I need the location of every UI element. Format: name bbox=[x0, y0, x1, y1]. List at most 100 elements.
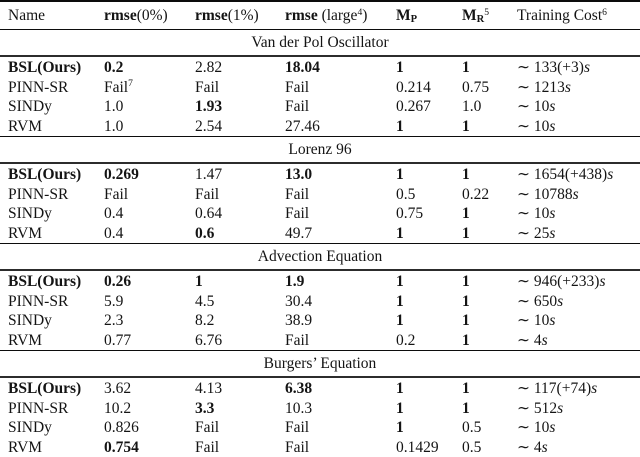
table-row: RVM 1.0 2.54 27.46 1 1 ∼ 10s bbox=[0, 116, 640, 137]
cell-method: SINDy bbox=[8, 312, 52, 329]
cell-rmse-0: 5.9 bbox=[104, 292, 124, 310]
table-row: PINN-SR Fail7 Fail Fail 0.214 0.75 ∼ 121… bbox=[0, 78, 640, 98]
cell-rmse-large: 1.9 bbox=[285, 273, 305, 290]
cell-rmse-1: Fail bbox=[195, 438, 220, 456]
cell-mr: 1 bbox=[462, 273, 470, 290]
col-header-label: rmse bbox=[195, 7, 228, 24]
cell-rmse-1: 8.2 bbox=[195, 312, 215, 329]
cell-rmse-1: Fail bbox=[195, 419, 220, 436]
cell-rmse-1: 1.47 bbox=[195, 166, 223, 183]
cell-rmse-1: 6.76 bbox=[195, 330, 285, 351]
table-row: BSL(Ours) 0.2 2.82 18.04 1 1 ∼ 133(+3)s bbox=[0, 56, 640, 78]
col-header-rmse-0: rmse(0%) bbox=[104, 1, 195, 30]
table-row: RVM 0.754 Fail Fail 0.1429 0.5 ∼ 4s bbox=[0, 438, 640, 457]
table-row: PINN-SR 5.9 4.5 30.4 1 1 ∼ 650s bbox=[0, 292, 640, 312]
cell-mr: 1 bbox=[462, 166, 470, 183]
footnote-marker: 5 bbox=[484, 6, 490, 18]
table-row: BSL(Ours) 0.269 1.47 13.0 1 1 ∼ 1654(+43… bbox=[0, 163, 640, 185]
cell-mr: 1 bbox=[462, 399, 470, 417]
cell-mr: 1 bbox=[462, 116, 517, 137]
cell-rmse-large: 38.9 bbox=[285, 312, 313, 329]
cell-mr: 1 bbox=[462, 292, 470, 310]
col-header-training-cost: Training Cost6 bbox=[517, 1, 640, 30]
cell-rmse-large: Fail bbox=[285, 78, 310, 96]
footnote-marker: 4 bbox=[357, 6, 363, 18]
section-title: Advection Equation bbox=[0, 243, 640, 271]
footnote-marker: 6 bbox=[602, 6, 607, 18]
cell-method: BSL(Ours) bbox=[8, 380, 82, 397]
cell-mr: 1 bbox=[462, 330, 517, 351]
section-title: Van der Pol Oscillator bbox=[0, 29, 640, 57]
cell-method: SINDy bbox=[8, 419, 52, 436]
cell-rmse-large: 10.3 bbox=[285, 399, 313, 417]
cell-mp: 1 bbox=[396, 273, 404, 290]
section-title: Burgers’ Equation bbox=[0, 350, 640, 378]
cell-rmse-0: 3.62 bbox=[104, 380, 132, 397]
cell-rmse-1: 0.6 bbox=[195, 223, 285, 244]
table-row: SINDy 0.4 0.64 Fail 0.75 1 ∼ 10s bbox=[0, 204, 640, 224]
section-title-row: Advection Equation bbox=[0, 243, 640, 271]
cell-mp: 1 bbox=[396, 292, 404, 310]
cell-mr: 1 bbox=[462, 59, 470, 76]
cell-method: RVM bbox=[0, 116, 104, 137]
footnote-marker: 7 bbox=[128, 78, 133, 90]
cell-rmse-1: 1.93 bbox=[195, 98, 223, 115]
cell-rmse-large: Fail bbox=[285, 205, 310, 222]
cell-mp: 0.5 bbox=[396, 185, 416, 203]
cell-training-cost: ∼ 10s bbox=[517, 419, 556, 436]
cell-mr: 0.22 bbox=[462, 185, 490, 203]
cell-rmse-0: 0.826 bbox=[104, 419, 139, 436]
cell-mp: 0.75 bbox=[396, 205, 424, 222]
cell-rmse-1: Fail bbox=[195, 78, 220, 96]
section-title-row: Lorenz 96 bbox=[0, 136, 640, 164]
cell-method: RVM bbox=[0, 223, 104, 244]
table-row: PINN-SR 10.2 3.3 10.3 1 1 ∼ 512s bbox=[0, 399, 640, 419]
cell-mr: 1 bbox=[462, 205, 470, 222]
cell-mp: 1 bbox=[396, 419, 404, 436]
cell-mr: 1 bbox=[462, 223, 517, 244]
cell-training-cost: ∼ 4s bbox=[517, 438, 548, 456]
table-row: SINDy 1.0 1.93 Fail 0.267 1.0 ∼ 10s bbox=[0, 97, 640, 117]
cell-training-cost: ∼ 650s bbox=[517, 292, 564, 310]
table-row: BSL(Ours) 0.26 1 1.9 1 1 ∼ 946(+233)s bbox=[0, 270, 640, 292]
cell-method: SINDy bbox=[8, 205, 52, 222]
cell-mp: 1 bbox=[396, 380, 404, 397]
cell-rmse-0: 0.77 bbox=[104, 330, 195, 351]
section-title-row: Burgers’ Equation bbox=[0, 350, 640, 378]
cell-method: PINN-SR bbox=[8, 185, 69, 203]
cell-rmse-1: 0.64 bbox=[195, 205, 223, 222]
cell-mp: 0.214 bbox=[396, 78, 431, 96]
col-header-name: Name bbox=[0, 1, 104, 30]
col-header-rmse-1: rmse(1%) bbox=[195, 1, 285, 30]
cell-rmse-large: Fail bbox=[285, 185, 310, 203]
cell-rmse-large: 27.46 bbox=[285, 116, 396, 137]
cell-mr: 1.0 bbox=[462, 98, 482, 115]
cell-rmse-0: Fail7 bbox=[104, 78, 133, 96]
cell-rmse-0: 10.2 bbox=[104, 399, 132, 417]
cell-training-cost: ∼ 1654(+438)s bbox=[517, 166, 614, 183]
cell-mp: 1 bbox=[396, 399, 404, 417]
cell-mp: 0.267 bbox=[396, 98, 431, 115]
cell-mp: 0.2 bbox=[396, 330, 462, 351]
col-header-label: rmse bbox=[104, 7, 137, 24]
cell-mr: 1 bbox=[462, 312, 470, 329]
cell-method: BSL(Ours) bbox=[8, 273, 82, 290]
header-row: Name rmse(0%) rmse(1%) rmse (large4) MP … bbox=[0, 1, 640, 30]
cell-mp: 1 bbox=[396, 166, 404, 183]
cell-mp: 1 bbox=[396, 312, 404, 329]
cell-rmse-1: 2.54 bbox=[195, 116, 285, 137]
cell-rmse-large: Fail bbox=[285, 438, 310, 456]
cell-method: PINN-SR bbox=[8, 399, 69, 417]
cell-mp: 0.1429 bbox=[396, 438, 439, 456]
cell-rmse-0: 0.2 bbox=[104, 59, 124, 76]
cell-training-cost: ∼ 1213s bbox=[517, 78, 571, 96]
cell-training-cost: ∼ 117(+74)s bbox=[517, 380, 598, 397]
col-header-mp: MP bbox=[396, 1, 462, 30]
cell-mr: 0.5 bbox=[462, 438, 482, 456]
cell-mr: 0.75 bbox=[462, 78, 490, 96]
cell-training-cost: ∼ 133(+3)s bbox=[517, 59, 590, 76]
cell-mr: 1 bbox=[462, 380, 470, 397]
cell-rmse-1: 2.82 bbox=[195, 59, 223, 76]
